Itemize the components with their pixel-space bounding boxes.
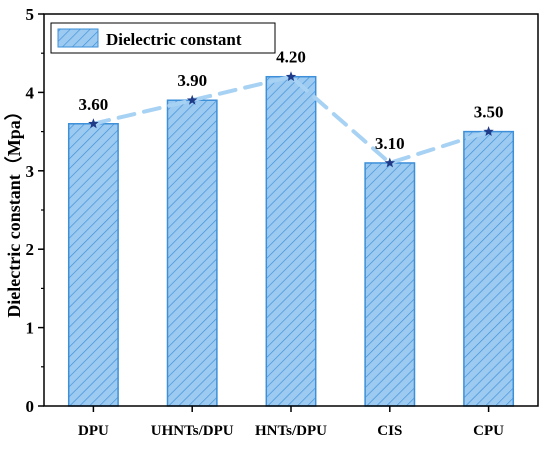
data-labels-group: 3.60 3.90 4.20 3.10 3.50 [79,48,504,153]
bar-hnts-dpu [265,75,317,407]
bar-cis [364,162,416,407]
bar-uhnts-dpu [166,99,218,407]
x-tick-label: DPU [78,423,109,439]
y-tick-label: 5 [26,5,35,24]
overlay-line-group [88,71,494,168]
star-marker [186,94,198,105]
y-tick-label: 4 [26,83,35,102]
star-marker [483,126,494,137]
data-label: 3.50 [474,103,504,122]
data-label: 3.90 [177,71,207,90]
bars-group [67,75,515,407]
star-marker [285,71,297,82]
legend-label: Dielectric constant [106,30,242,49]
y-tick-label: 2 [26,240,35,259]
overlay-dashed-line [91,74,491,166]
x-tick-label: UHNTs/DPU [151,423,234,439]
bar-cpu [463,130,515,407]
data-label: 3.60 [79,95,109,114]
x-tick-label: HNTs/DPU [255,423,327,439]
y-tick-label: 0 [26,397,35,416]
x-tick-label: CIS [377,423,402,439]
bar-dpu [67,123,119,407]
y-tick-label: 1 [26,319,35,338]
star-marker [384,157,396,168]
y-tick-label: 3 [26,162,35,181]
legend-swatch [57,28,99,48]
legend: Dielectric constant [50,22,276,54]
y-axis-title: Dielectric constant（Mpa） [4,102,24,317]
data-label: 3.10 [375,134,405,153]
x-tick-label: CPU [473,423,504,439]
y-axis-ticks: 0 1 2 3 4 5 [26,5,44,416]
star-marker [88,118,99,129]
x-axis-ticks: DPU UHNTs/DPU HNTs/DPU CIS CPU [78,406,504,439]
data-label: 4.20 [276,48,306,67]
